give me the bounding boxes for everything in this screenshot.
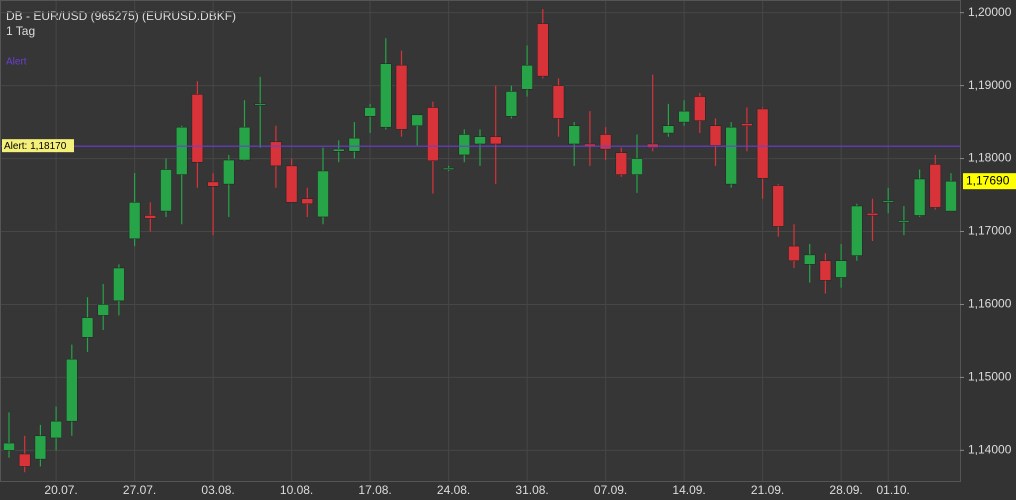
candle-body: [788, 245, 800, 261]
candle-body: [238, 126, 251, 161]
y-tick-label: 1,14000: [968, 443, 1012, 457]
candle-body: [395, 64, 408, 130]
alert-label-box: [2, 139, 74, 153]
x-tick-label: 10.08.: [280, 483, 313, 497]
candle-body: [615, 152, 628, 175]
candle-body: [866, 213, 879, 216]
candle-body: [882, 200, 894, 203]
candle-body: [175, 126, 188, 175]
candle-body: [662, 125, 675, 134]
y-tick-label: 1,15000: [968, 370, 1012, 384]
candle-body: [191, 94, 204, 163]
alert-label: Alert: 1,18170: [4, 141, 67, 152]
last-price-box: [963, 173, 1016, 190]
plot-area: [0, 0, 961, 482]
candle-body: [301, 198, 314, 205]
x-tick-label: 03.08.: [201, 483, 234, 497]
legend-alert: Alert: [6, 57, 27, 68]
x-tick-label: 07.09.: [594, 483, 627, 497]
y-tick-label: 1,20000: [968, 5, 1012, 19]
candle-body: [505, 91, 518, 117]
chart-subtitle: 1 Tag: [6, 24, 35, 38]
candle-body: [34, 435, 47, 460]
candle-body: [835, 260, 847, 278]
candle-body: [631, 158, 643, 175]
candle-body: [364, 107, 376, 117]
candle-body: [270, 141, 282, 167]
x-tick-label: 01.10.: [877, 483, 910, 497]
candle-body: [772, 185, 785, 227]
candle-body: [474, 136, 486, 145]
candle-body: [348, 137, 361, 152]
candle-body: [160, 169, 172, 212]
chart-title: DB - EUR/USD (965275) (EURUSD.DBKF): [6, 9, 236, 23]
candle-body: [97, 304, 109, 316]
candle-body: [442, 167, 455, 170]
candle-body: [81, 317, 94, 338]
candle-body: [537, 23, 549, 77]
candle-body: [898, 220, 910, 223]
candle-body: [380, 63, 392, 128]
candle-body: [18, 453, 31, 467]
candle-body: [521, 64, 533, 90]
candle-body: [709, 125, 722, 146]
candle-body: [128, 202, 141, 240]
candle-body: [113, 267, 125, 302]
candle-body: [207, 181, 219, 187]
candle-body: [552, 85, 565, 119]
candle-body: [929, 164, 942, 208]
candle-body: [756, 108, 769, 179]
y-tick-label: 1,18000: [968, 151, 1012, 165]
x-tick-label: 27.07.: [123, 483, 156, 497]
candle-body: [599, 134, 612, 150]
candle-body: [851, 205, 863, 256]
candle-body: [694, 96, 706, 121]
candle-body: [913, 178, 926, 216]
last-price-label: 1,17690: [966, 173, 1010, 187]
x-tick-label: 21.09.: [751, 483, 784, 497]
candle-body: [332, 148, 345, 152]
candle-body: [803, 254, 816, 265]
candle-body: [568, 125, 580, 145]
candle-body: [678, 110, 690, 123]
candle-body: [223, 159, 235, 185]
x-tick-label: 24.08.: [437, 483, 470, 497]
y-tick-label: 1,16000: [968, 297, 1012, 311]
candle-body: [411, 114, 423, 126]
x-tick-label: 28.09.: [829, 483, 862, 497]
candle-body: [254, 103, 266, 106]
candle-body: [66, 358, 78, 422]
candle-body: [741, 123, 753, 126]
candle-body: [317, 170, 329, 218]
candle-body: [144, 215, 157, 219]
candle-body: [819, 260, 832, 281]
candle-body: [489, 136, 502, 145]
y-tick-label: 1,17000: [968, 224, 1012, 238]
candle-body: [50, 420, 62, 439]
candle-body: [725, 126, 737, 185]
candle-body: [458, 134, 471, 156]
candle-body: [427, 107, 439, 162]
candle-body: [285, 165, 298, 203]
x-tick-label: 14.09.: [672, 483, 705, 497]
y-tick-label: 1,19000: [968, 78, 1012, 92]
x-tick-label: 31.08.: [515, 483, 548, 497]
candle-body: [945, 180, 957, 212]
candle-body: [3, 442, 15, 451]
x-tick-label: 20.07.: [44, 483, 77, 497]
x-tick-label: 17.08.: [358, 483, 391, 497]
